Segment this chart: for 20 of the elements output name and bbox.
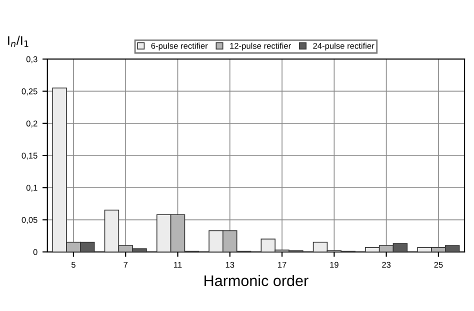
legend-label: 24-pulse rectifier: [313, 42, 374, 50]
x-axis-title: Harmonic order: [204, 274, 308, 286]
y-axis-title: I$_{n}$/I$_{1}$: [8, 36, 28, 47]
y-tick-label: 0,2: [26, 120, 38, 128]
y-tick-label: 0,3: [26, 56, 38, 64]
x-tick-label: 23: [382, 262, 391, 268]
x-tick-label: 11: [174, 262, 182, 268]
x-tick-label: 5: [71, 262, 76, 268]
y-tick-label: 0,15: [22, 152, 38, 160]
x-tick-label: 13: [226, 262, 234, 268]
x-tick-label: 25: [434, 262, 443, 268]
x-tick-label: 7: [124, 262, 128, 268]
legend-label: 6-pulse rectifier: [151, 42, 208, 50]
y-tick-label: 0: [33, 249, 38, 256]
x-tick-label: 17: [278, 262, 286, 268]
y-tick-label: 0,1: [26, 184, 38, 192]
x-tick-label: 19: [330, 262, 338, 268]
legend-label: 12-pulse rectifier: [230, 42, 291, 50]
y-tick-label: 0,25: [22, 88, 38, 96]
y-tick-label: 0,05: [22, 216, 38, 224]
